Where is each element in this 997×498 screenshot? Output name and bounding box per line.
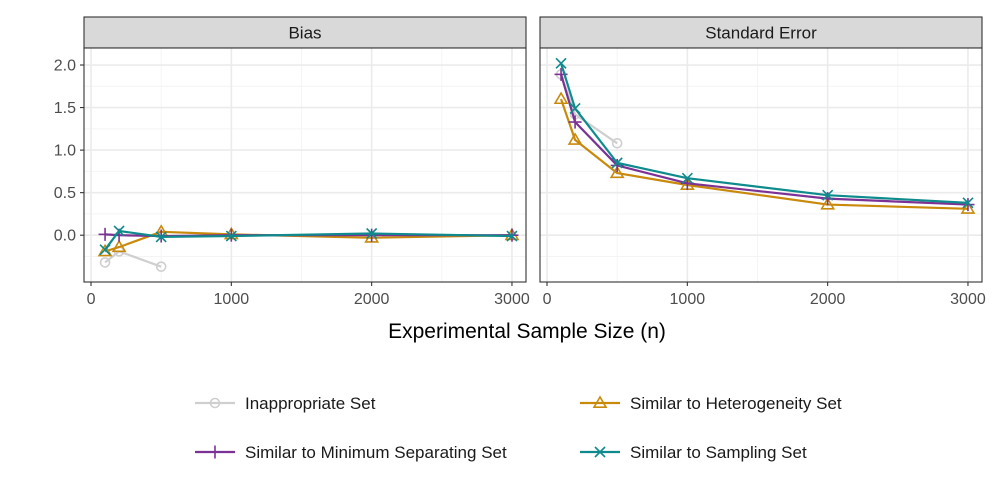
legend-key-minimum-separating xyxy=(195,445,235,459)
data-point xyxy=(225,230,237,242)
x-tick-label: 3000 xyxy=(494,291,530,308)
legend-label-heterogeneity: Similar to Heterogeneity Set xyxy=(630,394,842,413)
data-point xyxy=(366,227,378,240)
x-tick-label: 1000 xyxy=(214,291,250,308)
strip-background xyxy=(83,16,527,49)
data-point xyxy=(506,230,518,242)
data-point xyxy=(155,261,167,272)
panel-border xyxy=(83,47,527,283)
series-similar-to-minimum-separating-set xyxy=(554,67,975,212)
data-point xyxy=(97,243,113,257)
strip-background xyxy=(539,16,983,49)
data-point xyxy=(960,201,976,214)
y-tick-label: 2.0 xyxy=(54,58,76,75)
data-point xyxy=(962,197,974,209)
data-point xyxy=(99,257,111,268)
data-point xyxy=(681,172,693,184)
data-point xyxy=(820,196,836,210)
y-tick-label: 0.0 xyxy=(54,228,76,245)
series-line xyxy=(559,74,969,206)
strip-title: Standard Error xyxy=(705,24,817,43)
data-point xyxy=(155,231,167,243)
data-point xyxy=(111,239,127,253)
series-similar-to-sampling-set xyxy=(555,57,974,209)
data-point xyxy=(609,165,625,179)
data-point xyxy=(611,138,623,149)
legend-label-inappropriate: Inappropriate Set xyxy=(245,394,376,413)
panel-bias: Bias 0 1000 2000 3000 0.0 0.5 1.0 1.5 2.0 xyxy=(54,16,530,308)
legend-label-minimum-separating: Similar to Minimum Separating Set xyxy=(245,443,507,462)
data-point xyxy=(555,57,567,69)
series-similar-to-sampling-set xyxy=(99,225,518,256)
x-tick-label: 0 xyxy=(543,291,552,308)
strip-title: Bias xyxy=(288,24,321,43)
legend-key-marker xyxy=(208,445,222,459)
data-point xyxy=(113,225,125,237)
panel-standard-error: Standard Error 0 1000 2000 3000 xyxy=(539,16,986,308)
y-tick-label: 1.5 xyxy=(54,100,76,117)
x-tick-label: 3000 xyxy=(950,291,986,308)
legend-key-inappropriate xyxy=(195,397,235,409)
series-line xyxy=(560,98,969,210)
data-point xyxy=(99,244,111,256)
series-line xyxy=(104,230,512,253)
legend-key-heterogeneity xyxy=(580,395,620,409)
x-axis-title: Experimental Sample Size (n) xyxy=(388,320,666,343)
data-point xyxy=(568,115,582,129)
legend-key-marker xyxy=(209,397,221,409)
data-point xyxy=(961,198,975,212)
x-tick-label: 0 xyxy=(87,291,96,308)
y-tick-label: 0.5 xyxy=(54,185,76,202)
data-point xyxy=(365,228,379,242)
x-tick-label: 2000 xyxy=(354,291,390,308)
legend-key-marker xyxy=(594,446,606,458)
legend-key-marker xyxy=(592,395,608,409)
data-point xyxy=(611,157,623,169)
facet-panels: Bias 0 1000 2000 3000 0.0 0.5 1.0 1.5 2.0 Standard… xyxy=(54,16,986,308)
data-point xyxy=(567,132,583,145)
data-point xyxy=(822,189,834,201)
x-tick-label: 1000 xyxy=(670,291,706,308)
y-tick-label: 1.0 xyxy=(54,143,76,160)
plot-background xyxy=(84,48,526,282)
data-point xyxy=(98,227,112,241)
series-similar-to-heterogeneity-set xyxy=(553,91,976,214)
legend-key-sampling xyxy=(580,446,620,458)
panel-border xyxy=(539,47,983,283)
data-point xyxy=(569,102,581,114)
series-line xyxy=(559,62,969,204)
legend: Inappropriate Set Similar to Heterogenei… xyxy=(195,394,842,462)
data-point xyxy=(553,91,569,105)
x-tick-label: 2000 xyxy=(810,291,846,308)
legend-label-sampling: Similar to Sampling Set xyxy=(630,443,807,462)
